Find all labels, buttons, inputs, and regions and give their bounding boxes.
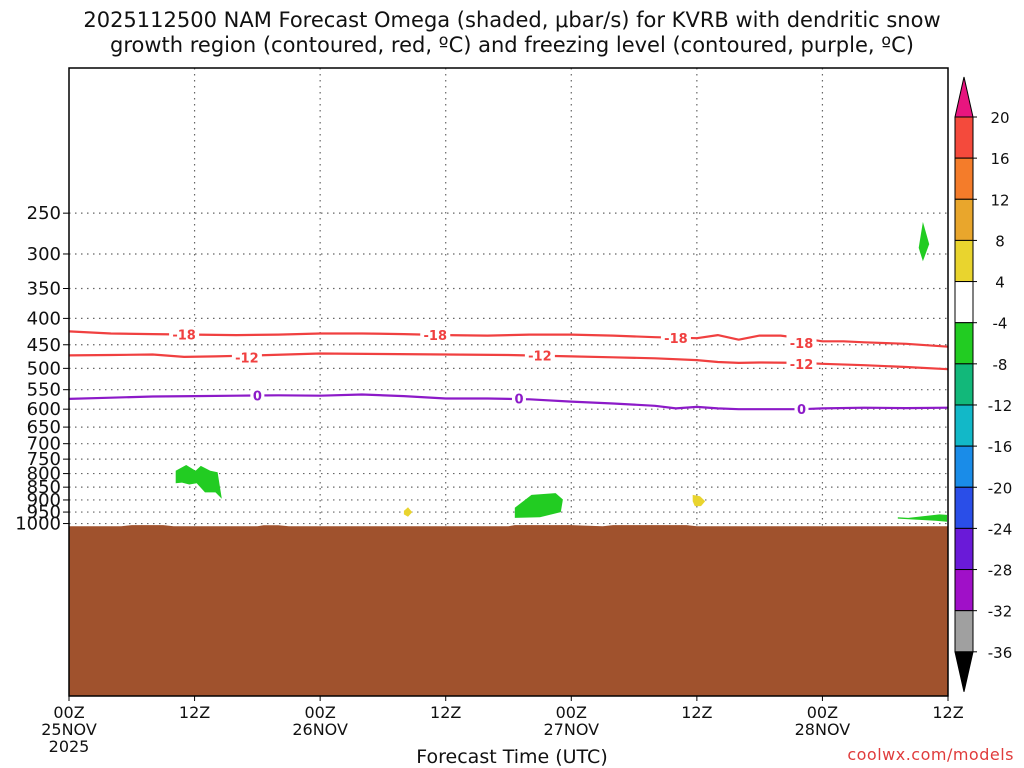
colorbar-bin--28to-24 [954,527,974,571]
colorbar-bin-8to12 [954,198,974,241]
colorbar-label-20: 20 [990,109,1009,127]
y-tick-label-650: 650 [27,417,61,438]
minus-18-isotherm-label-bg [660,330,691,347]
x-tick-date-0: 25NOV [41,720,97,739]
x-tick-label-0: 00Z [53,703,84,722]
ground-terrain [69,525,948,696]
colorbar-bin--4to4 [954,281,974,324]
colorbar-label--12: -12 [988,397,1013,415]
chart-title-line-1: 2025112500 NAM Forecast Omega (shaded, μ… [83,8,941,32]
colorbar-label-4: 4 [995,274,1005,292]
colorbar-label--32: -32 [988,603,1013,621]
colorbar-bin--8to-4 [954,322,974,365]
colorbar-bin--16to-12 [954,404,974,447]
colorbar-label--8: -8 [993,356,1008,374]
zero-isotherm-freezing-level-label-bg [794,401,809,418]
omega-green-blob-4 [897,514,947,522]
x-tick-label-24: 00Z [304,703,335,722]
x-tick-label-60: 12Z [681,703,712,722]
y-tick-label-750: 750 [27,449,61,470]
x-tick-label-12: 12Z [179,703,210,722]
omega-green-blob-3 [918,221,930,262]
x-tick-date-48: 27NOV [543,720,599,739]
y-tick-label-700: 700 [27,434,61,455]
plot-frame [68,67,949,697]
minus-12-isotherm-label-bg [524,347,555,364]
zero-isotherm-freezing-level-label: 0 [797,403,806,418]
x-tick-year-0: 2025 [49,737,90,756]
zero-isotherm-freezing-level-label: 0 [253,390,262,405]
colorbar-bin-16to20 [954,116,974,159]
colorbar-bin--24to-20 [954,486,974,529]
colorbar-bin--32to-28 [954,569,974,612]
minus-12-isotherm-label: -12 [235,351,259,366]
x-tick-date-24: 26NOV [292,720,348,739]
zero-isotherm-freezing-level-label: 0 [514,392,523,407]
y-tick-label-1000: 1000 [15,514,61,535]
omega-shading [175,221,947,522]
minus-12-isotherm-label-bg [786,355,817,372]
x-tick-label-36: 12Z [430,703,461,722]
colorbar-label-16: 16 [990,150,1009,168]
omega-green-blob-2 [514,493,563,518]
y-tick-label-350: 350 [27,278,61,299]
minus-18-isotherm-label-bg [786,334,817,351]
colorbar-label--28: -28 [988,562,1013,580]
x-tick-label-72: 00Z [807,703,838,722]
y-tick-label-300: 300 [27,244,61,265]
x-tick-label-84: 12Z [932,703,963,722]
zero-isotherm-freezing-level-label-bg [511,390,526,407]
omega-yellow-blob-1 [403,507,413,517]
colorbar-label--16: -16 [988,438,1013,456]
y-tick-label-900: 900 [27,490,61,511]
y-tick-label-550: 550 [27,380,61,401]
contours: -18 -18 -18 -18 -12 -12 -12 0 0 0 [68,326,949,418]
colorbar-bin--36to-32 [954,610,974,653]
omega-yellow-blob-2 [692,494,706,507]
colorbar-bottom-triangle [954,651,974,692]
minus-12-isotherm-label-bg [231,349,262,366]
chart-title-line-2: growth region (contoured, red, ºC) and f… [110,33,914,57]
y-tick-label-450: 450 [27,335,61,356]
x-tick-label-48: 00Z [556,703,587,722]
colorbar-label--4: -4 [993,315,1008,333]
minus-18-isotherm-label: -18 [424,329,448,344]
x-tick-date-72: 28NOV [795,720,851,739]
minus-18-isotherm-label-bg [420,327,451,344]
minus-18-isotherm [68,330,949,348]
colorbar-label-8: 8 [995,232,1005,250]
minus-12-isotherm-label: -12 [528,349,552,364]
colorbar-label--36: -36 [988,644,1013,662]
colorbar-label--20: -20 [988,479,1013,497]
y-tick-label-600: 600 [27,399,61,420]
minus-18-isotherm-label-bg [169,326,200,343]
zero-isotherm-freezing-level-label-bg [250,387,265,404]
y-tick-label-400: 400 [27,308,61,329]
y-tick-label-500: 500 [27,358,61,379]
y-tick-label-850: 850 [27,477,61,498]
minus-12-isotherm-label: -12 [790,358,814,373]
site-credit: coolwx.com/models [847,745,1014,764]
colorbar-bin--20to-16 [954,445,974,488]
colorbar-top-triangle [954,76,974,118]
colorbar-bin-4to8 [954,239,974,283]
y-tick-label-250: 250 [27,203,61,224]
y-axis: 2503003504004505005506006507007508008509… [15,203,69,535]
minus-18-isotherm-label: -18 [172,329,196,344]
y-tick-label-950: 950 [27,502,61,523]
colorbar-label-12: 12 [990,191,1009,209]
colorbar: 20 16 12 8 4 -4 -8 -12 -16 -20 -24 -28 -32 -36 [954,76,1013,692]
y-tick-label-800: 800 [27,464,61,485]
colorbar-bin--12to-8 [954,363,974,406]
x-axis-title: Forecast Time (UTC) [416,746,608,768]
minus-18-isotherm-label: -18 [790,337,814,352]
colorbar-label--24: -24 [988,520,1013,538]
minus-18-isotherm-label: -18 [664,332,688,347]
omega-green-blob-1 [175,465,222,499]
colorbar-bin-12to16 [954,157,974,200]
